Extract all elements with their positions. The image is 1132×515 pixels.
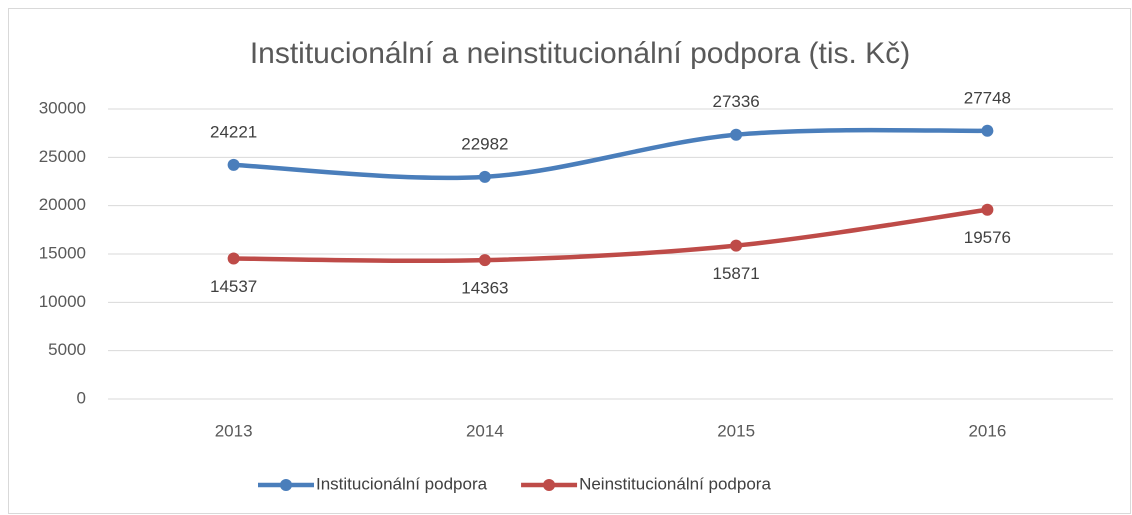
data-label: 22982 xyxy=(461,134,508,153)
data-label: 15871 xyxy=(712,264,759,283)
data-point xyxy=(981,203,994,216)
chart-border xyxy=(8,8,1131,514)
data-label: 24221 xyxy=(210,122,257,141)
legend-label: Neinstitucionální podpora xyxy=(579,474,771,493)
data-label: 19576 xyxy=(964,228,1011,247)
legend-label: Institucionální podpora xyxy=(316,474,488,493)
series-line xyxy=(231,207,990,264)
x-tick-label: 2013 xyxy=(215,421,253,440)
data-point xyxy=(981,124,994,137)
data-label: 27336 xyxy=(712,92,759,111)
data-point xyxy=(730,239,743,252)
data-point xyxy=(478,254,491,267)
data-label: 14537 xyxy=(210,277,257,296)
chart-title: Institucionální a neinstitucionální podp… xyxy=(250,37,910,70)
x-tick-label: 2016 xyxy=(968,421,1006,440)
y-tick-label: 5000 xyxy=(48,340,86,359)
y-tick-label: 10000 xyxy=(39,292,86,311)
data-label: 14363 xyxy=(461,279,508,298)
y-tick-label: 0 xyxy=(77,388,86,407)
y-tick-label: 15000 xyxy=(39,243,86,262)
x-tick-label: 2015 xyxy=(717,421,755,440)
series-line xyxy=(231,127,990,181)
legend-marker xyxy=(280,479,292,491)
y-tick-label: 30000 xyxy=(39,98,86,117)
data-point xyxy=(227,252,240,265)
data-point xyxy=(227,158,240,171)
y-tick-label: 25000 xyxy=(39,147,86,166)
data-point xyxy=(730,128,743,141)
y-tick-label: 20000 xyxy=(39,195,86,214)
x-tick-label: 2014 xyxy=(466,421,504,440)
data-point xyxy=(478,170,491,183)
legend-marker xyxy=(543,479,556,491)
data-label: 27748 xyxy=(964,88,1011,107)
